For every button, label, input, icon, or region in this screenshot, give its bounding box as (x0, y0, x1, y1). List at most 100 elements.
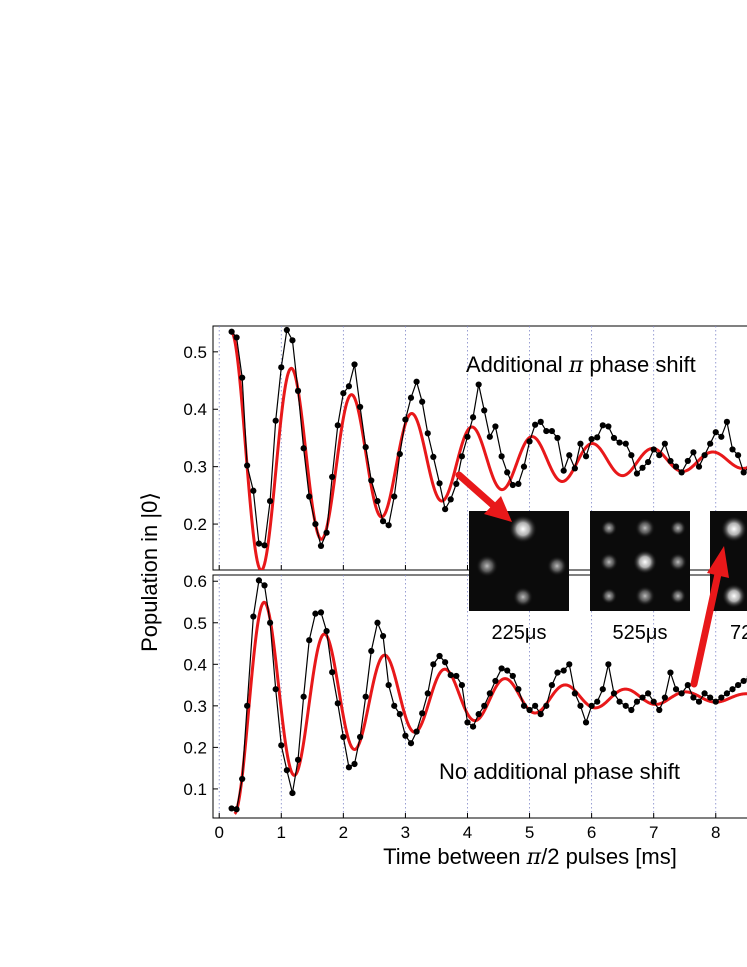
arrow-to-225us (455, 471, 512, 522)
data-point (718, 433, 725, 440)
data-point (368, 647, 375, 655)
data-point (402, 416, 409, 423)
data-point (453, 480, 460, 487)
data-point (701, 690, 708, 697)
data-point (678, 469, 685, 476)
data-point (442, 659, 449, 666)
data-point (610, 434, 618, 442)
x-tick-label: 8 (711, 823, 720, 842)
data-point (543, 427, 550, 435)
data-point (729, 686, 736, 693)
data-point (492, 677, 499, 685)
data-point (554, 434, 561, 442)
data-point (532, 421, 539, 428)
data-point (323, 627, 330, 635)
data-point (735, 452, 742, 459)
data-point (622, 440, 629, 447)
data-point (419, 710, 426, 717)
data-point (498, 665, 505, 672)
data-point (599, 686, 606, 693)
data-point (645, 458, 652, 466)
x-tick-label: 1 (277, 823, 286, 842)
data-point (616, 698, 623, 705)
data-point (566, 661, 573, 668)
data-point (639, 694, 646, 701)
data-point (255, 577, 263, 584)
data-point (526, 438, 533, 445)
data-point (548, 681, 555, 689)
inset-label-525us: 525μs (613, 622, 668, 644)
data-point (357, 403, 364, 411)
data-point (582, 719, 590, 726)
data-point (469, 414, 477, 421)
data-point (294, 756, 302, 763)
data-point (334, 700, 341, 707)
data-point (458, 453, 465, 460)
data-point (261, 582, 268, 589)
data-point (554, 669, 561, 676)
data-point (504, 667, 511, 674)
data-point (667, 669, 674, 676)
data-point (639, 464, 646, 471)
data-point (340, 733, 347, 741)
data-point (504, 469, 511, 476)
bottom-fit-curve (233, 600, 747, 815)
data-point (424, 690, 431, 697)
data-point (300, 445, 307, 452)
data-point (684, 457, 691, 465)
y-tick-label: 0.1 (183, 780, 207, 799)
data-point (430, 453, 437, 460)
data-point (515, 480, 522, 487)
x-tick-label: 5 (525, 823, 534, 842)
data-point (374, 619, 381, 626)
data-point (684, 681, 691, 689)
data-point (695, 698, 703, 705)
data-point (396, 450, 403, 458)
data-point (233, 334, 240, 341)
data-point (509, 672, 516, 680)
data-point (481, 702, 488, 709)
data-point (723, 418, 731, 425)
data-point (239, 374, 246, 381)
data-point (228, 805, 235, 812)
data-point (729, 446, 736, 453)
data-point (650, 698, 657, 705)
data-point (486, 690, 493, 697)
data-point (323, 529, 330, 536)
data-point (317, 542, 325, 549)
data-point (300, 693, 307, 700)
data-point (481, 407, 488, 414)
data-point (475, 711, 482, 718)
data-point (645, 690, 652, 697)
data-point (571, 690, 578, 697)
data-point (678, 690, 685, 697)
data-point (413, 728, 420, 735)
data-point (345, 383, 353, 390)
data-point (656, 706, 663, 714)
data-point (740, 469, 747, 476)
y-tick-label: 0.3 (183, 458, 207, 477)
data-point (306, 493, 313, 500)
y-tick-label: 0.4 (183, 655, 207, 674)
data-point (458, 681, 465, 689)
x-tick-label: 0 (214, 823, 223, 842)
data-point (520, 463, 528, 470)
x-tick-label: 3 (401, 823, 410, 842)
top-annotation: Additional π phase shift (466, 352, 696, 378)
data-point (633, 698, 641, 705)
data-point (351, 361, 358, 368)
data-point (582, 453, 590, 460)
data-point (690, 449, 697, 456)
data-point (577, 440, 584, 447)
data-point (605, 661, 612, 668)
data-point (560, 667, 567, 674)
y-tick-label: 0.5 (183, 343, 207, 362)
data-point (362, 444, 369, 451)
data-point (610, 690, 618, 697)
data-point (244, 462, 251, 469)
data-point (255, 540, 263, 547)
data-point (306, 637, 313, 644)
data-point (278, 742, 285, 749)
x-tick-label: 4 (463, 823, 472, 842)
x-tick-label: 2 (339, 823, 348, 842)
